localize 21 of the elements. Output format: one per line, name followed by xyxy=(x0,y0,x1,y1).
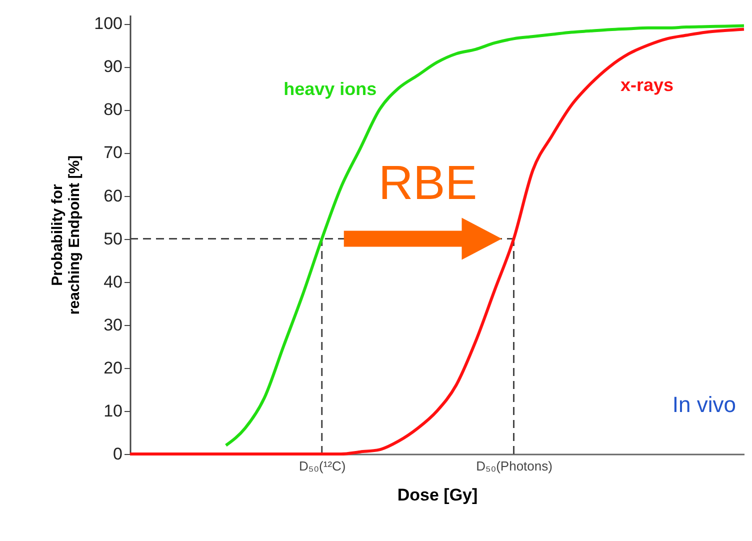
series-label: x-rays xyxy=(620,74,674,95)
line-series xyxy=(128,28,746,456)
annotation: In vivo xyxy=(672,392,736,417)
y-tick-label: 20 xyxy=(104,358,122,378)
y-tick-label: 70 xyxy=(104,143,122,162)
y-tick-label: 50 xyxy=(104,229,122,248)
annotation: RBE xyxy=(378,157,478,210)
x-axis-title: Dose [Gy] xyxy=(397,486,478,504)
y-tick-label: 60 xyxy=(104,186,122,206)
y-tick-label: 90 xyxy=(104,57,122,76)
series-label: heavy ions xyxy=(284,79,377,100)
y-tick-label: 100 xyxy=(94,14,122,34)
y-tick-label: 40 xyxy=(104,272,122,292)
y-tick-label: 0 xyxy=(113,444,122,464)
y-axis-title: Probability for reaching Endpoint [%] xyxy=(49,155,84,315)
line-series xyxy=(224,24,746,447)
y-tick-label: 30 xyxy=(104,315,122,334)
y-tick-label: 10 xyxy=(104,401,122,420)
y-tick-label: 80 xyxy=(104,100,122,120)
x-tick-label: D₅₀(¹²C) xyxy=(299,458,346,474)
x-tick-label: D₅₀(Photons) xyxy=(476,458,552,474)
